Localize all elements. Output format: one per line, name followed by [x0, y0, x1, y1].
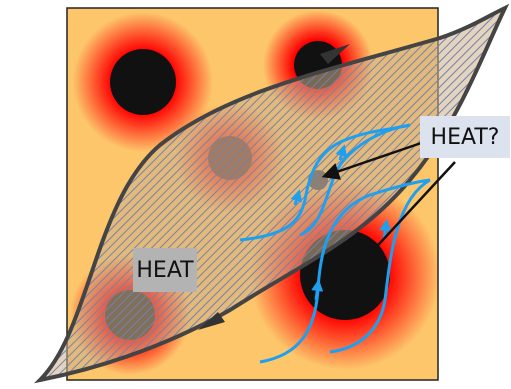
heat-question-label: HEAT? — [431, 125, 500, 150]
diagram: HEAT HEAT? — [0, 0, 511, 389]
heat-label: HEAT — [136, 258, 194, 283]
